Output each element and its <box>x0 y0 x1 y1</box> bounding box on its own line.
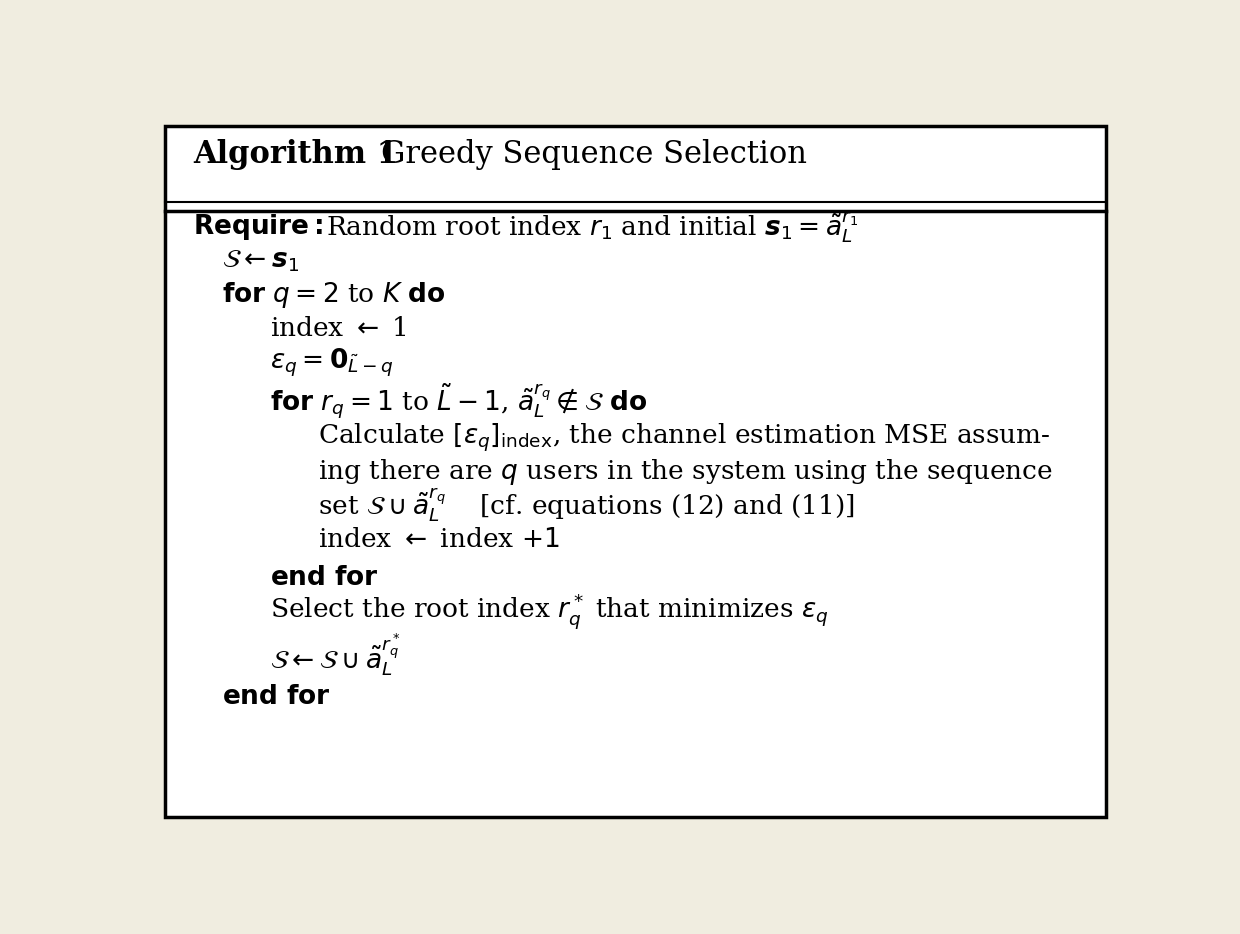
Text: $\mathbf{end\ for}$: $\mathbf{end\ for}$ <box>270 565 379 590</box>
Text: Random root index $r_1$ and initial $\boldsymbol{s}_1 = \tilde{a}_L^{r_1}$: Random root index $r_1$ and initial $\bo… <box>326 209 858 245</box>
Text: $\mathcal{S} \leftarrow \mathcal{S} \cup \tilde{a}_L^{r_q^*}$: $\mathcal{S} \leftarrow \mathcal{S} \cup… <box>270 631 402 678</box>
Text: $\mathbf{end\ for}$: $\mathbf{end\ for}$ <box>222 684 331 709</box>
Text: $\mathcal{S} \leftarrow \boldsymbol{s}_1$: $\mathcal{S} \leftarrow \boldsymbol{s}_1… <box>222 248 299 274</box>
Text: $\epsilon_q = \mathbf{0}_{\tilde{L}-q}$: $\epsilon_q = \mathbf{0}_{\tilde{L}-q}$ <box>270 347 394 378</box>
Text: $\mathbf{for}$ $r_q = 1$ to $\tilde{L} - 1$, $\tilde{a}_L^{r_q} \notin \mathcal{: $\mathbf{for}$ $r_q = 1$ to $\tilde{L} -… <box>270 381 647 421</box>
Text: Select the root index $r_q^*$ that minimizes $\epsilon_q$: Select the root index $r_q^*$ that minim… <box>270 591 828 631</box>
FancyBboxPatch shape <box>165 126 1106 817</box>
Text: set $\mathcal{S} \cup \tilde{a}_L^{r_q}$    [cf. equations (12) and (11)]: set $\mathcal{S} \cup \tilde{a}_L^{r_q}$… <box>319 487 856 524</box>
Text: $\mathbf{Require:}$: $\mathbf{Require:}$ <box>193 212 324 242</box>
Text: Greedy Sequence Selection: Greedy Sequence Selection <box>381 138 807 170</box>
Text: index $\leftarrow$ 1: index $\leftarrow$ 1 <box>270 316 407 341</box>
Text: $\mathbf{for}$ $q = 2$ to $K$ $\mathbf{do}$: $\mathbf{for}$ $q = 2$ to $K$ $\mathbf{d… <box>222 280 446 310</box>
Text: Calculate $[\epsilon_q]_{\mathrm{index}}$, the channel estimation MSE assum-: Calculate $[\epsilon_q]_{\mathrm{index}}… <box>319 422 1052 454</box>
Text: Algorithm 1: Algorithm 1 <box>193 138 398 170</box>
Text: ing there are $q$ users in the system using the sequence: ing there are $q$ users in the system us… <box>319 457 1053 487</box>
Text: index $\leftarrow$ index $+ 1$: index $\leftarrow$ index $+ 1$ <box>319 527 560 552</box>
